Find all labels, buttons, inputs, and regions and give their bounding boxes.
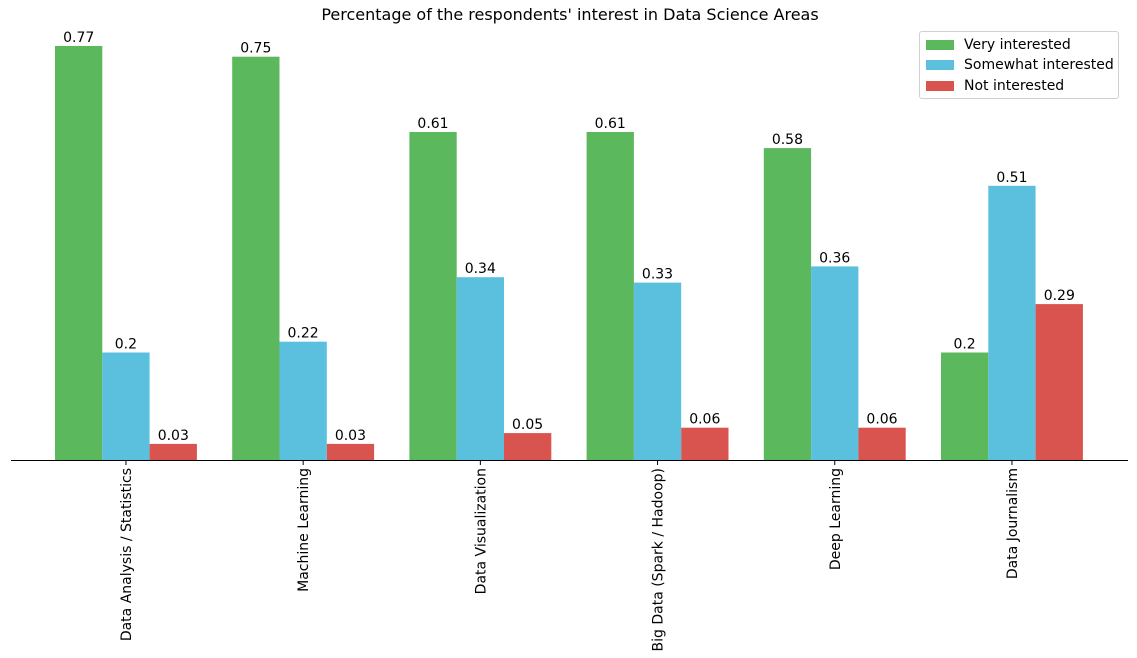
value-label-machine-learning-very-interested: 0.75 xyxy=(240,41,271,57)
bar-big-data-spark-hadoop-very-interested xyxy=(586,132,634,460)
bars-layer xyxy=(55,46,1083,461)
chart-title: Percentage of the respondents' interest … xyxy=(321,5,818,24)
value-label-deep-learning-very-interested: 0.58 xyxy=(772,132,803,148)
bar-data-journalism-somewhat-interested xyxy=(988,185,1036,461)
value-label-data-journalism-not-interested: 0.29 xyxy=(1044,288,1075,304)
value-label-deep-learning-somewhat-interested: 0.36 xyxy=(819,250,850,266)
value-label-data-analysis-statistics-not-interested: 0.03 xyxy=(158,428,189,444)
legend-entry-somewhat-interested: Somewhat interested xyxy=(926,56,1114,74)
bar-deep-learning-somewhat-interested xyxy=(811,266,859,460)
value-labels-layer: 0.77 0.2 0.03 0.75 0.22 0.03 0.61 0.34 0.05 0.61 0… xyxy=(63,30,1075,444)
legend-swatch-not-interested xyxy=(926,81,954,91)
bar-data-journalism-not-interested xyxy=(1035,304,1083,460)
value-label-data-analysis-statistics-somewhat-interested: 0.2 xyxy=(115,337,137,353)
bar-machine-learning-very-interested xyxy=(232,56,280,460)
legend-label-not-interested: Not interested xyxy=(964,78,1065,94)
bar-data-visualization-somewhat-interested xyxy=(456,277,504,460)
x-tick-label-machine-learning: Machine Learning xyxy=(296,468,312,592)
value-label-machine-learning-somewhat-interested: 0.22 xyxy=(288,326,319,342)
x-tick-label-data-analysis-statistics: Data Analysis / Statistics xyxy=(119,468,135,641)
value-label-data-journalism-somewhat-interested: 0.51 xyxy=(996,170,1027,186)
legend-swatch-very-interested xyxy=(926,40,954,50)
bar-data-visualization-not-interested xyxy=(504,433,552,460)
legend-entry-not-interested: Not interested xyxy=(926,77,1064,95)
value-label-data-visualization-not-interested: 0.05 xyxy=(512,417,543,433)
value-label-machine-learning-not-interested: 0.03 xyxy=(335,428,366,444)
legend-label-somewhat-interested: Somewhat interested xyxy=(964,57,1114,73)
bar-data-analysis-statistics-somewhat-interested xyxy=(102,352,150,460)
bar-big-data-spark-hadoop-somewhat-interested xyxy=(633,282,682,460)
value-label-data-visualization-very-interested: 0.61 xyxy=(417,116,448,132)
x-tick-label-big-data-spark-hadoop: Big Data (Spark / Hadoop) xyxy=(651,468,667,651)
x-tick-label-data-visualization: Data Visualization xyxy=(473,468,489,594)
legend-label-very-interested: Very interested xyxy=(964,37,1071,53)
x-tick-label-deep-learning: Deep Learning xyxy=(828,468,844,570)
value-label-data-analysis-statistics-very-interested: 0.77 xyxy=(63,30,94,46)
bar-data-journalism-very-interested xyxy=(941,352,989,460)
value-label-deep-learning-not-interested: 0.06 xyxy=(866,412,897,428)
value-label-data-journalism-very-interested: 0.2 xyxy=(953,337,975,353)
bar-machine-learning-not-interested xyxy=(326,443,375,460)
bar-data-analysis-statistics-very-interested xyxy=(55,46,103,460)
bar-machine-learning-somewhat-interested xyxy=(279,341,327,460)
bar-data-visualization-very-interested xyxy=(409,132,457,460)
value-label-data-visualization-somewhat-interested: 0.34 xyxy=(465,261,496,277)
legend: Very interested Somewhat interested Not … xyxy=(919,31,1119,99)
value-label-big-data-spark-hadoop-somewhat-interested: 0.33 xyxy=(642,267,673,283)
x-tick-label-data-journalism: Data Journalism xyxy=(1005,468,1021,579)
bar-big-data-spark-hadoop-not-interested xyxy=(681,427,729,460)
value-label-big-data-spark-hadoop-very-interested: 0.61 xyxy=(595,116,626,132)
x-tick-labels-layer: Data Analysis / Statistics Machine Learni… xyxy=(119,460,1021,651)
legend-swatch-somewhat-interested xyxy=(926,60,954,70)
legend-entry-very-interested: Very interested xyxy=(926,36,1071,54)
bar-deep-learning-not-interested xyxy=(858,427,906,460)
value-label-big-data-spark-hadoop-not-interested: 0.06 xyxy=(689,412,720,428)
bar-deep-learning-very-interested xyxy=(763,148,812,460)
bar-data-analysis-statistics-not-interested xyxy=(149,443,197,460)
